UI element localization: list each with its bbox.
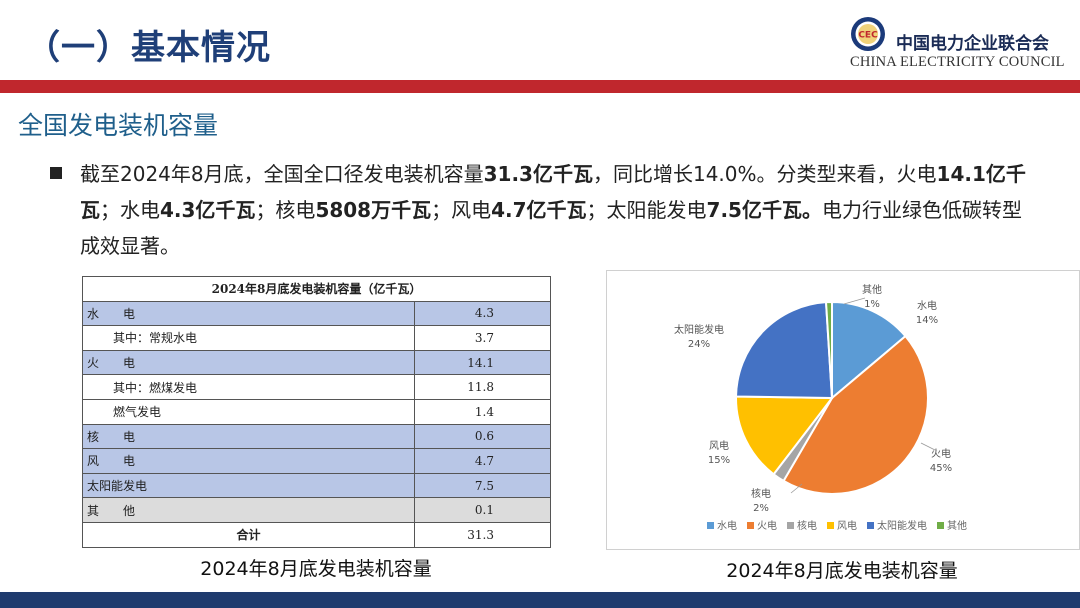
pie-label: 核电 (751, 487, 771, 500)
table-row-label: 合计 (82, 521, 415, 548)
table-row-label: 风 电 (82, 448, 415, 474)
legend-label: 火电 (757, 519, 777, 532)
table-caption: 2024年8月底发电装机容量 (200, 558, 432, 580)
legend-swatch (787, 522, 794, 529)
pie-label: 风电 (709, 439, 729, 452)
table-row-label: 其 他 (82, 497, 415, 523)
legend-label: 风电 (837, 519, 857, 532)
pie-slice-4 (734, 301, 834, 400)
cec-emblem-icon: CEC (851, 17, 885, 51)
org-name-cn: 中国电力企业联合会 (896, 34, 1049, 54)
legend-swatch (827, 522, 834, 529)
pie-chart: 水电14%火电45%核电2%风电15%太阳能发电24%其他1%水电 火电 核电 风电太… (674, 283, 967, 532)
pie-leader-line (920, 442, 938, 452)
table-row-label: 其中：燃煤发电 (82, 374, 415, 400)
table-row: 太阳能发电 7.5 (82, 472, 551, 499)
chart-caption: 2024年8月底发电装机容量 (726, 560, 958, 582)
table-row-label: 核 电 (82, 423, 415, 450)
table-row: 其 他 0.1 (82, 497, 551, 523)
pie-label: 火电 (931, 447, 951, 460)
section-subtitle: 全国发电装机容量 (18, 111, 219, 140)
legend-swatch (707, 522, 714, 529)
table-row-value: 0.1 (414, 497, 551, 523)
table-row-value: 4.3 (414, 300, 551, 327)
table-row: 其中：常规水电 3.7 (82, 325, 551, 351)
legend-label: 其他 (947, 519, 967, 532)
table-row-value: 7.5 (414, 472, 551, 499)
pie-chart-panel: 水电 14% 火电 45% 核电 2% 风电 15% 太阳能发电 24% 其他 1% 水电 火电 核电 风电太… (606, 270, 1080, 550)
table-row: 风 电 4.7 (82, 448, 551, 474)
table-row: 火 电 14.1 (82, 349, 551, 376)
table-row-label: 水 电 (82, 300, 415, 327)
org-name-en: CHINA ELECTRICITY COUNCIL (850, 54, 1065, 70)
table-row-label: 太阳能发电 (82, 472, 415, 499)
legend-label: 水电 (717, 519, 737, 532)
pie-label: 太阳能发电 (674, 323, 724, 336)
legend-label: 核电 (797, 519, 817, 532)
pie-slice-5 (824, 300, 833, 399)
table-row: 水 电 4.3 (82, 300, 551, 327)
logo-mark-text: CEC (858, 31, 878, 41)
bullet-square-icon (50, 167, 62, 179)
table-row-label: 燃气发电 (82, 398, 415, 425)
footer-bar (0, 592, 1080, 608)
pie-label: 其他 (862, 283, 882, 296)
table-row-label: 其中：常规水电 (82, 325, 415, 351)
summary-text: 截至2024年8月底，全国全口径发电装机容量31.3亿千瓦，同比增长14.0%。… (80, 162, 1026, 258)
table-row-value: 31.3 (414, 521, 551, 548)
table-row-value: 14.1 (414, 349, 551, 376)
table-row: 其中：燃煤发电 11.8 (82, 374, 551, 400)
pie-slice-1 (782, 334, 929, 495)
header-red-bar (0, 80, 1080, 93)
pie-slice-0 (831, 300, 907, 401)
table-row-value: 1.4 (414, 398, 551, 425)
table-row-value: 3.7 (414, 325, 551, 351)
pie-slice-3 (735, 395, 835, 476)
table-row-value: 0.6 (414, 423, 551, 450)
pie-pct-label: 45% (930, 463, 952, 474)
pie-label: 水电 (917, 299, 937, 312)
legend-swatch (937, 522, 944, 529)
legend-swatch (747, 522, 754, 529)
pie-pct-label: 2% (753, 503, 769, 514)
table-row-value: 4.7 (414, 448, 551, 474)
table-row: 燃气发电 1.4 (82, 398, 551, 425)
page-title: （一）基本情况 (26, 28, 271, 68)
legend-swatch (867, 522, 874, 529)
table-header: 2024年8月底发电装机容量（亿千瓦） (82, 276, 551, 302)
pie-pct-label: 15% (708, 455, 730, 466)
pie-pct-label: 1% (864, 299, 880, 310)
table-row-label: 火 电 (82, 349, 415, 376)
table-row-value: 11.8 (414, 374, 551, 400)
pie-pct-label: 14% (916, 315, 938, 326)
pie-leader-line (843, 297, 866, 305)
table-row: 合计 31.3 (82, 521, 551, 548)
pie-leader-line (790, 483, 803, 494)
pie-pct-label: 24% (688, 339, 710, 350)
table-row: 核 电 0.6 (82, 423, 551, 450)
legend-label: 太阳能发电 (877, 519, 927, 532)
cec-logo: CEC 中国电力企业联合会 CHINA ELECTRICITY COUNCIL (848, 16, 1068, 76)
